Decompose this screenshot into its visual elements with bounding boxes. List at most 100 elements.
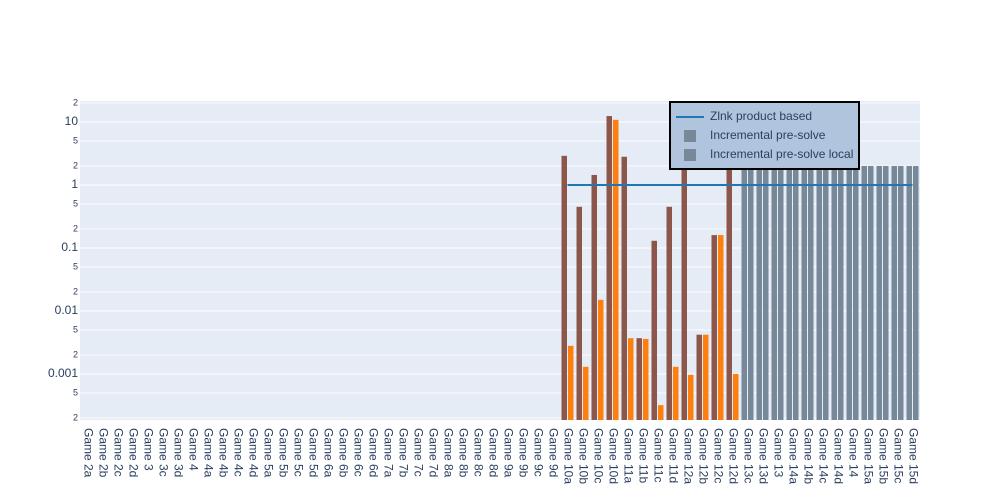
x-tick-label: Game 8c: [471, 428, 485, 477]
bar: [771, 165, 777, 420]
x-tick-label: Game 6a: [321, 428, 335, 478]
x-tick-label: Game 12d: [726, 428, 740, 484]
y-tick-label: 0.001: [48, 366, 78, 380]
x-tick-label: Game 14b: [801, 428, 815, 484]
x-tick-label: Game 9a: [501, 428, 515, 478]
x-tick-label: Game 8a: [441, 428, 455, 478]
x-tick-label: Game 5a: [261, 428, 275, 478]
x-tick-label: Game 4: [186, 428, 200, 471]
x-tick-label: Game 14a: [786, 428, 800, 484]
bar: [561, 155, 567, 421]
bar: [913, 165, 919, 420]
bar: [823, 165, 829, 420]
y-tick-label: 0.01: [55, 303, 79, 317]
x-tick-label: Game 4b: [216, 428, 230, 478]
x-tick-label: Game 15b: [876, 428, 890, 484]
legend-label: Zlnk product based: [710, 109, 812, 123]
bar: [853, 165, 859, 420]
x-tick-label: Game 7a: [381, 428, 395, 478]
y-tick-label: 2: [73, 160, 78, 170]
legend-swatch: [684, 149, 696, 161]
bar: [861, 165, 867, 420]
x-tick-label: Game 7d: [426, 428, 440, 477]
bar: [718, 235, 724, 420]
bar: [883, 165, 889, 420]
y-tick-label: 0.1: [61, 240, 78, 254]
bar: [831, 165, 837, 420]
bar: [658, 405, 664, 420]
y-tick-label: 5: [73, 261, 78, 271]
bar: [703, 334, 709, 420]
y-tick-label: 2: [73, 412, 78, 422]
x-tick-label: Game 9b: [516, 428, 530, 478]
x-tick-label: Game 5b: [276, 428, 290, 478]
bar: [606, 116, 612, 420]
bar: [846, 165, 852, 420]
x-tick-label: Game 10c: [591, 428, 605, 483]
y-tick-label: 1: [71, 177, 78, 191]
bar: [808, 165, 814, 420]
x-tick-label: Game 12a: [681, 428, 695, 484]
bar: [576, 206, 582, 420]
x-tick-label: Game 4a: [201, 428, 215, 478]
x-tick-label: Game 14: [846, 428, 860, 478]
y-tick-label: 5: [73, 198, 78, 208]
y-tick-label: 5: [73, 135, 78, 145]
bar: [591, 174, 597, 420]
bar: [793, 165, 799, 420]
bar: [636, 338, 642, 420]
y-tick-label: 10: [65, 114, 79, 128]
x-tick-label: Game 2d: [126, 428, 140, 477]
x-tick-label: Game 7c: [411, 428, 425, 477]
x-tick-label: Game 10a: [561, 428, 575, 484]
legend-label: Incremental pre-solve local: [710, 147, 853, 161]
bar: [756, 165, 762, 420]
bar: [613, 119, 619, 421]
x-tick-label: Game 11c: [651, 428, 665, 482]
bar: [891, 165, 897, 420]
x-tick-label: Game 11b: [636, 428, 650, 483]
x-tick-label: Game 4d: [246, 428, 260, 477]
bar: [778, 165, 784, 420]
bar: [598, 299, 604, 420]
legend-label: Incremental pre-solve: [710, 128, 826, 142]
x-tick-label: Game 13: [771, 428, 785, 478]
bar: [643, 338, 649, 420]
x-tick-label: Game 13d: [756, 428, 770, 484]
legend: Zlnk product based Incremental pre-solve I…: [669, 101, 860, 170]
bar: [838, 165, 844, 420]
bar: [696, 334, 702, 420]
bar: [898, 165, 904, 420]
bar: [876, 165, 882, 420]
x-tick-label: Game 6b: [336, 428, 350, 478]
x-tick-label: Game 3c: [156, 428, 170, 477]
y-tick-label: 5: [73, 387, 78, 397]
x-tick-label: Game 10b: [576, 428, 590, 484]
x-tick-label: Game 14d: [831, 428, 845, 484]
x-tick-label: Game 6d: [366, 428, 380, 477]
x-tick-label: Game 12b: [696, 428, 710, 484]
x-tick-label: Game 2b: [96, 428, 110, 478]
bar: [726, 165, 732, 420]
bar: [673, 366, 679, 420]
bar: [741, 165, 747, 420]
x-tick-label: Game 8d: [486, 428, 500, 477]
y-tick-label: 2: [73, 349, 78, 359]
bar: [868, 165, 874, 420]
bar: [651, 240, 657, 420]
x-tick-label: Game 13c: [741, 428, 755, 483]
x-tick-label: Game 12c: [711, 428, 725, 483]
x-tick-label: Game 14c: [816, 428, 830, 483]
bar: [801, 165, 807, 420]
bar: [816, 165, 822, 420]
bar: [568, 345, 574, 420]
x-tick-label: Game 10d: [606, 428, 620, 484]
x-tick-label: Game 15d: [906, 428, 920, 484]
x-tick-label: Game 2c: [111, 428, 125, 477]
bar: [763, 165, 769, 420]
bar: [583, 366, 589, 420]
bar: [711, 235, 717, 420]
x-tick-label: Game 9d: [546, 428, 560, 477]
x-tick-label: Game 2a: [81, 428, 95, 478]
x-tick-label: Game 5c: [291, 428, 305, 477]
